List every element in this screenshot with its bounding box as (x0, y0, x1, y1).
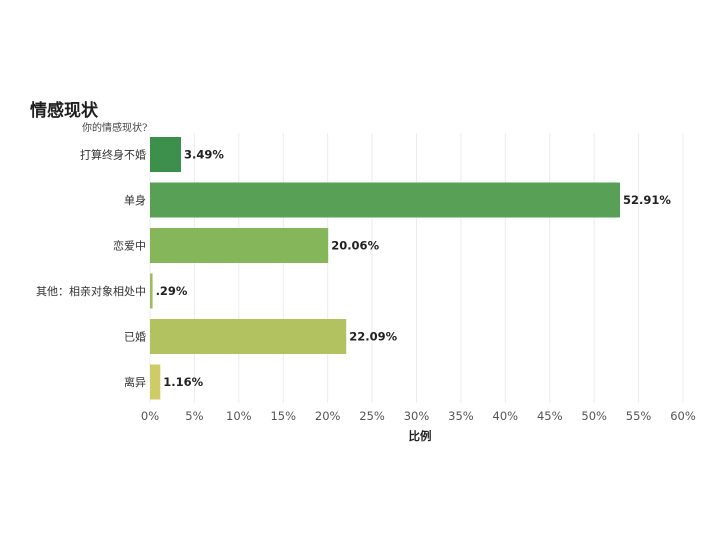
category-label: 打算终身不婚 (80, 148, 146, 162)
bars (150, 137, 621, 400)
category-label: 已婚 (124, 330, 146, 344)
bar (150, 182, 621, 218)
x-tick-label: 50% (581, 409, 607, 423)
bar (150, 319, 347, 354)
x-tick-label: 35% (448, 409, 474, 423)
category-label: 单身 (124, 193, 146, 207)
chart-subtitle: 你的情感现状? (82, 121, 147, 134)
gridlines (149, 133, 684, 403)
x-tick-label: 10% (226, 409, 252, 423)
bar (150, 137, 182, 172)
x-tick-label: 30% (404, 409, 430, 423)
x-tick-label: 15% (270, 409, 296, 423)
x-tick-label: 60% (670, 409, 696, 423)
chart-title: 情感现状 (30, 100, 99, 121)
data-labels: 3.49% 52.91% 20.06% .29% 22.09% 1.16% (156, 148, 672, 390)
data-label: 20.06% (331, 239, 379, 253)
bar (150, 364, 161, 400)
x-tick-label: 20% (315, 409, 341, 423)
x-axis-label: 比例 (409, 429, 432, 443)
data-label: 52.91% (623, 193, 671, 207)
x-tick-label: 45% (537, 409, 563, 423)
x-tick-label: 0% (141, 409, 159, 423)
x-tick-label: 40% (493, 409, 519, 423)
bar (150, 228, 329, 263)
x-tick-label: 25% (359, 409, 385, 423)
data-label: 22.09% (349, 330, 397, 344)
category-label: 恋爱中 (113, 239, 146, 253)
x-tick-label: 5% (185, 409, 203, 423)
data-label: .29% (156, 284, 188, 298)
x-tick-label: 55% (626, 409, 652, 423)
x-axis-ticks: 0% 5% 10% 15% 20% 25% 30% 35% 40% 45% 50% 55% 60% (141, 409, 696, 423)
category-label: 其他：相亲对象相处中 (36, 284, 146, 298)
data-label: 3.49% (184, 148, 224, 162)
category-label: 离异 (124, 375, 146, 389)
bar (150, 273, 153, 309)
data-label: 1.16% (163, 375, 203, 389)
